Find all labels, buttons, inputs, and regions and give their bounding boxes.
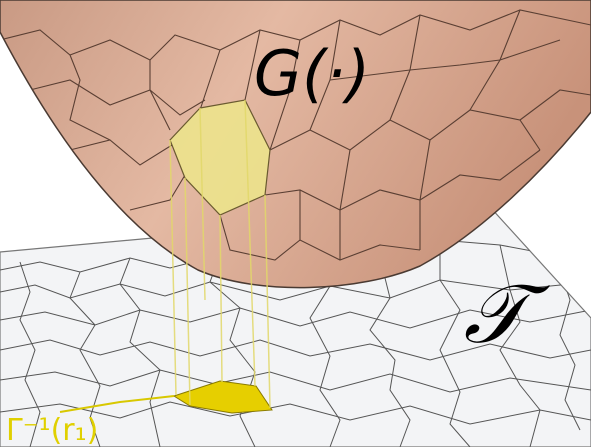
surface-region [169,99,271,216]
region-label: Γ⁻¹(r₁) [6,413,98,447]
projected-region [172,380,273,414]
projection-lines [169,99,271,409]
surface-cells [0,9,591,261]
leader-line [59,395,175,413]
surface-label: G(·) [254,37,370,110]
plane-cells [0,239,591,447]
surface [0,0,591,289]
